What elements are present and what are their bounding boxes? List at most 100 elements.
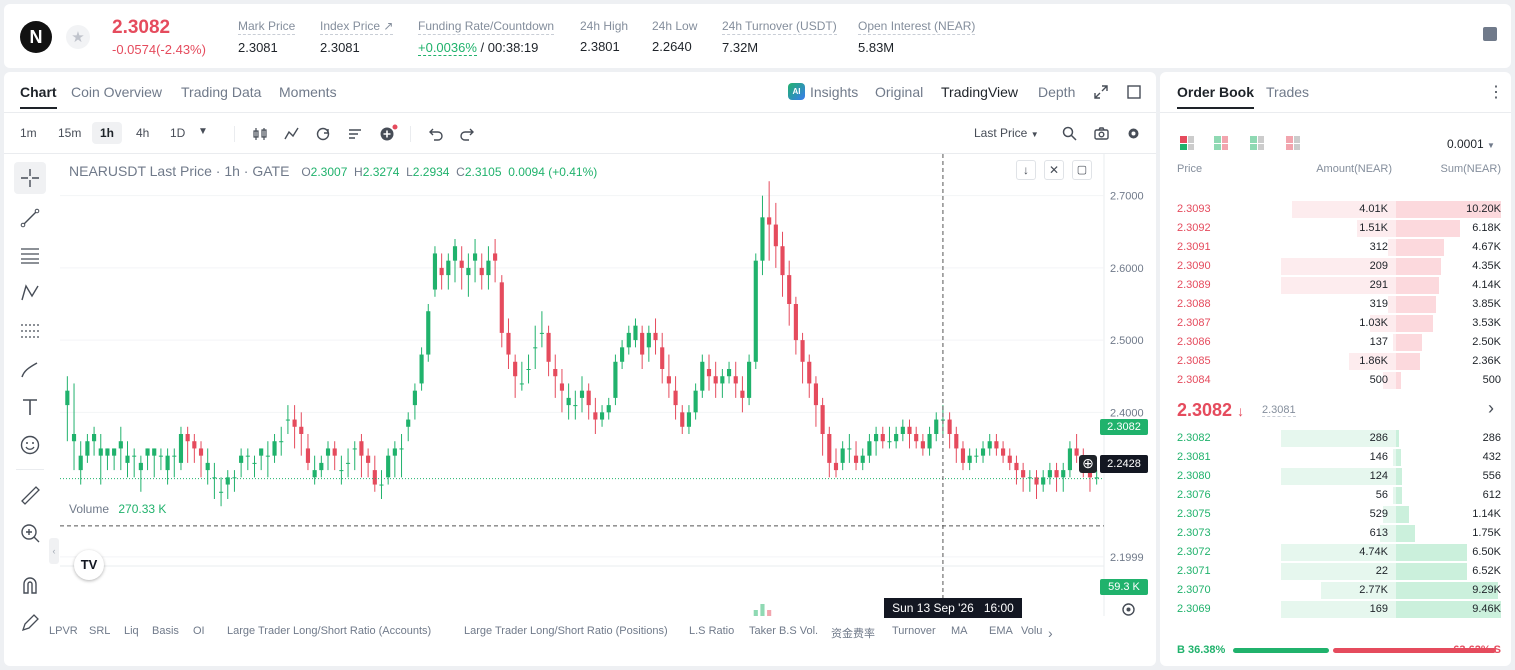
precision-select[interactable]: 0.0001 ▼ xyxy=(1447,137,1495,151)
tab-coin-overview[interactable]: Coin Overview xyxy=(71,84,163,100)
ask-row[interactable]: 2.3085 1.86K 2.36K xyxy=(1160,352,1511,371)
bid-row[interactable]: 2.3070 2.77K 9.29K xyxy=(1160,581,1511,600)
book-icon[interactable] xyxy=(1483,27,1497,41)
stat-24h-turnover[interactable]: 24h Turnover (USDT) 7.32M xyxy=(722,19,837,55)
indicator-7[interactable]: L.S Ratio xyxy=(689,625,735,637)
view-asks-icon[interactable] xyxy=(1286,136,1300,150)
settings-gear-icon[interactable] xyxy=(1126,126,1141,141)
redo-icon[interactable] xyxy=(459,126,475,142)
timeframe-1m[interactable]: 1m xyxy=(20,126,37,140)
expand-icon[interactable] xyxy=(1094,85,1108,99)
bid-row[interactable]: 2.3075 529 1.14K xyxy=(1160,505,1511,524)
indicator-3[interactable]: Basis xyxy=(152,625,179,637)
indicator-1[interactable]: SRL xyxy=(89,625,111,637)
candle-body xyxy=(1001,448,1006,456)
stat-open-interest[interactable]: Open Interest (NEAR) 5.83M xyxy=(858,19,976,55)
trend-line-tool-icon[interactable] xyxy=(14,202,46,234)
indicator-13[interactable]: Volu xyxy=(1021,625,1043,637)
stat-funding-rate[interactable]: Funding Rate/Countdown +0.0036% / 00:38:… xyxy=(418,19,555,56)
view-split-icon[interactable] xyxy=(1214,136,1228,150)
indicator-5[interactable]: Large Trader Long/Short Ratio (Accounts) xyxy=(227,625,432,637)
tab-trading-data[interactable]: Trading Data xyxy=(181,84,262,100)
ruler-tool-icon[interactable] xyxy=(14,479,46,511)
ask-row[interactable]: 2.3086 137 2.50K xyxy=(1160,333,1511,352)
search-icon[interactable] xyxy=(1062,126,1077,141)
tab-chart[interactable]: Chart xyxy=(20,84,57,109)
chevron-right-icon[interactable]: › xyxy=(1488,398,1494,418)
indicator-11[interactable]: MA xyxy=(951,625,968,637)
indicator-9[interactable]: 资金费率 xyxy=(831,628,875,640)
candle-body xyxy=(820,405,825,434)
emoji-tool-icon[interactable] xyxy=(14,429,46,461)
ask-row[interactable]: 2.3093 4.01K 10.20K xyxy=(1160,200,1511,219)
indicator-6[interactable]: Large Trader Long/Short Ratio (Positions… xyxy=(464,625,668,637)
ask-row[interactable]: 2.3084 500 500 xyxy=(1160,371,1511,390)
bid-row[interactable]: 2.3073 613 1.75K xyxy=(1160,524,1511,543)
pencil-lock-icon[interactable] xyxy=(14,607,46,639)
price-source-select[interactable]: Last Price ▼ xyxy=(974,126,1039,140)
indicator-2[interactable]: Liq xyxy=(124,625,139,637)
indicator-0[interactable]: LPVR xyxy=(49,625,78,637)
collapse-icon[interactable]: ✕ xyxy=(1044,160,1064,180)
indicator-4[interactable]: OI xyxy=(193,625,205,637)
tab-moments[interactable]: Moments xyxy=(279,84,337,100)
pattern-tool-icon[interactable] xyxy=(14,277,46,309)
crosshair-tool-icon[interactable] xyxy=(14,162,46,194)
brush-tool-icon[interactable] xyxy=(14,353,46,385)
timeframe-dropdown-icon[interactable]: ▼ xyxy=(198,126,208,137)
favorite-star-icon[interactable]: ★ xyxy=(66,25,90,49)
bid-row[interactable]: 2.3071 22 6.52K xyxy=(1160,562,1511,581)
tab-insights[interactable]: Insights xyxy=(810,84,859,100)
bid-row[interactable]: 2.3069 169 9.46K xyxy=(1160,600,1511,619)
tab-order-book[interactable]: Order Book xyxy=(1177,84,1255,109)
collapse-toolbar-icon[interactable]: ‹ xyxy=(49,538,59,564)
magnet-icon[interactable] xyxy=(14,569,46,601)
fib-tool-icon[interactable] xyxy=(14,315,46,347)
view-both-icon[interactable] xyxy=(1180,136,1194,150)
fullscreen-icon[interactable] xyxy=(1127,85,1141,99)
timeframe-1h[interactable]: 1h xyxy=(92,122,123,144)
ask-row[interactable]: 2.3088 319 3.85K xyxy=(1160,295,1511,314)
compare-icon[interactable] xyxy=(315,126,331,142)
templates-icon[interactable] xyxy=(347,126,363,142)
text-tool-icon[interactable] xyxy=(14,391,46,423)
indicators-icon[interactable] xyxy=(284,126,300,142)
tab-original[interactable]: Original xyxy=(875,84,924,100)
bid-row[interactable]: 2.3076 56 612 xyxy=(1160,486,1511,505)
timeframe-1d[interactable]: 1D xyxy=(170,126,186,140)
zoom-in-icon[interactable] xyxy=(14,517,46,549)
indicator-8[interactable]: Taker B.S Vol. xyxy=(749,625,819,637)
timeframe-15m[interactable]: 15m xyxy=(58,126,82,140)
bid-row[interactable]: 2.3082 286 286 xyxy=(1160,429,1511,448)
ask-row[interactable]: 2.3091 312 4.67K xyxy=(1160,238,1511,257)
stat-index-price[interactable]: Index Price ↗ 2.3081 xyxy=(320,19,394,55)
horizontal-lines-tool-icon[interactable] xyxy=(14,239,46,271)
bid-row[interactable]: 2.3081 146 432 xyxy=(1160,448,1511,467)
more-options-icon[interactable]: ⋮ xyxy=(1488,84,1504,101)
candle-type-icon[interactable] xyxy=(252,126,268,142)
scroll-down-icon[interactable]: ↓ xyxy=(1016,160,1036,180)
indicator-12[interactable]: EMA xyxy=(989,625,1013,637)
camera-icon[interactable] xyxy=(1094,126,1109,141)
ask-row[interactable]: 2.3090 209 4.35K xyxy=(1160,257,1511,276)
view-bids-icon[interactable] xyxy=(1250,136,1264,150)
indicator-scroll-right-icon[interactable]: › xyxy=(1048,625,1053,641)
bid-row[interactable]: 2.3080 124 556 xyxy=(1160,467,1511,486)
tab-depth[interactable]: Depth xyxy=(1038,84,1076,100)
bid-row[interactable]: 2.3072 4.74K 6.50K xyxy=(1160,543,1511,562)
ask-row[interactable]: 2.3092 1.51K 6.18K xyxy=(1160,219,1511,238)
volume-bar xyxy=(760,604,765,616)
tab-trades[interactable]: Trades xyxy=(1266,84,1310,100)
indicator-10[interactable]: Turnover xyxy=(892,625,936,637)
timeframe-4h[interactable]: 4h xyxy=(136,126,150,140)
add-alert-crosshair-icon[interactable]: ⊕ xyxy=(1079,455,1097,473)
ask-row[interactable]: 2.3089 291 4.14K xyxy=(1160,276,1511,295)
tab-tradingview[interactable]: TradingView xyxy=(941,84,1019,100)
ask-row[interactable]: 2.3087 1.03K 3.53K xyxy=(1160,314,1511,333)
chart-settings-icon[interactable] xyxy=(1121,602,1136,617)
maximize-pane-icon[interactable]: ▢ xyxy=(1072,160,1092,180)
stat-mark-price[interactable]: Mark Price 2.3081 xyxy=(238,19,296,55)
add-alert-icon[interactable] xyxy=(379,124,399,142)
undo-icon[interactable] xyxy=(428,126,444,142)
